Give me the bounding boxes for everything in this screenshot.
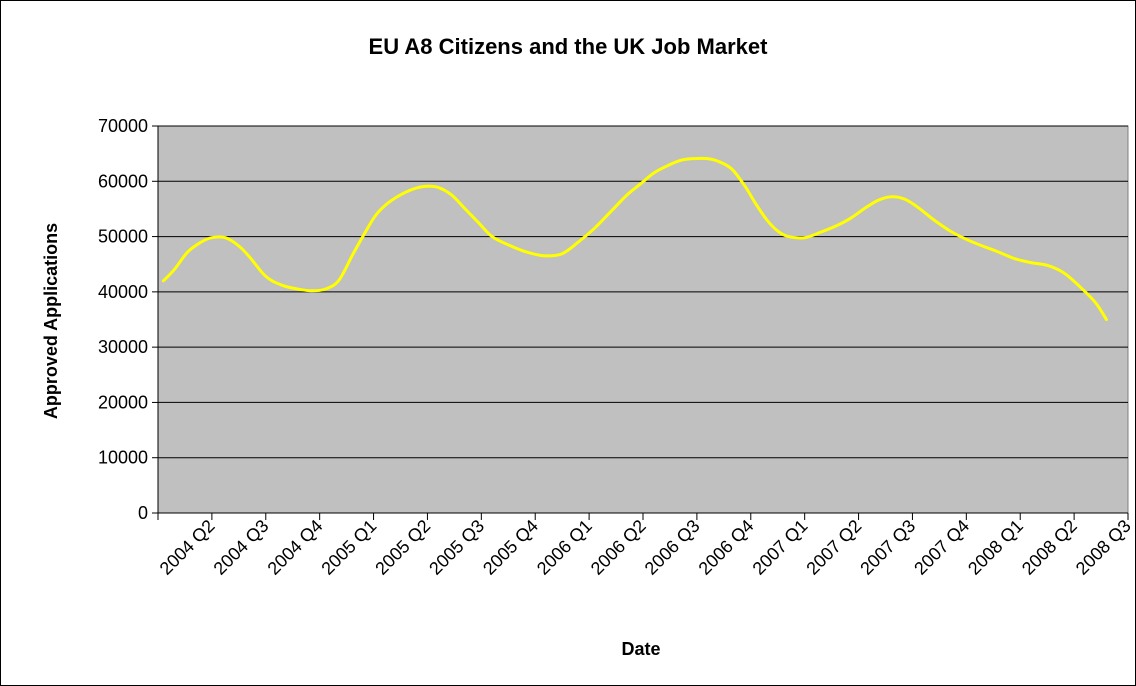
y-tick-label: 0 <box>138 503 148 523</box>
x-tick-label: 2007 Q2 <box>802 516 865 579</box>
x-tick-label: 2007 Q4 <box>910 516 973 579</box>
y-tick-label: 60000 <box>98 171 148 191</box>
x-tick-label: 2006 Q3 <box>641 516 704 579</box>
x-tick-label: 2008 Q1 <box>964 516 1027 579</box>
x-tick-label: 2008 Q2 <box>1018 516 1081 579</box>
y-tick-label: 40000 <box>98 282 148 302</box>
x-axis-label: Date <box>621 639 660 659</box>
x-tick-label: 2005 Q4 <box>479 516 542 579</box>
chart-title: EU A8 Citizens and the UK Job Market <box>369 34 769 59</box>
plot-area <box>157 125 1129 514</box>
y-axis-label: Approved Applications <box>41 223 61 419</box>
x-tick-label: 2004 Q4 <box>264 516 327 579</box>
x-tick-label: 2005 Q2 <box>371 516 434 579</box>
x-tick-label: 2006 Q2 <box>587 516 650 579</box>
x-tick-label: 2005 Q3 <box>425 516 488 579</box>
y-tick-label: 70000 <box>98 116 148 136</box>
x-tick-label: 2004 Q2 <box>156 516 219 579</box>
x-tick-label: 2007 Q3 <box>856 516 919 579</box>
x-tick-label: 2006 Q1 <box>533 516 596 579</box>
x-tick-label: 2007 Q1 <box>749 516 812 579</box>
x-tick-label: 2004 Q3 <box>210 516 273 579</box>
y-tick-label: 50000 <box>98 227 148 247</box>
y-tick-label: 30000 <box>98 337 148 357</box>
x-tick-label: 2008 Q3 <box>1072 516 1135 579</box>
series-line <box>161 156 1108 321</box>
y-tick-label: 20000 <box>98 392 148 412</box>
y-axis-ticks: 0 10000 20000 30000 40000 50000 60000 70000 <box>98 116 158 523</box>
x-tick-label: 2005 Q1 <box>317 516 380 579</box>
x-tick-label: 2006 Q4 <box>695 516 758 579</box>
y-tick-label: 10000 <box>98 448 148 468</box>
